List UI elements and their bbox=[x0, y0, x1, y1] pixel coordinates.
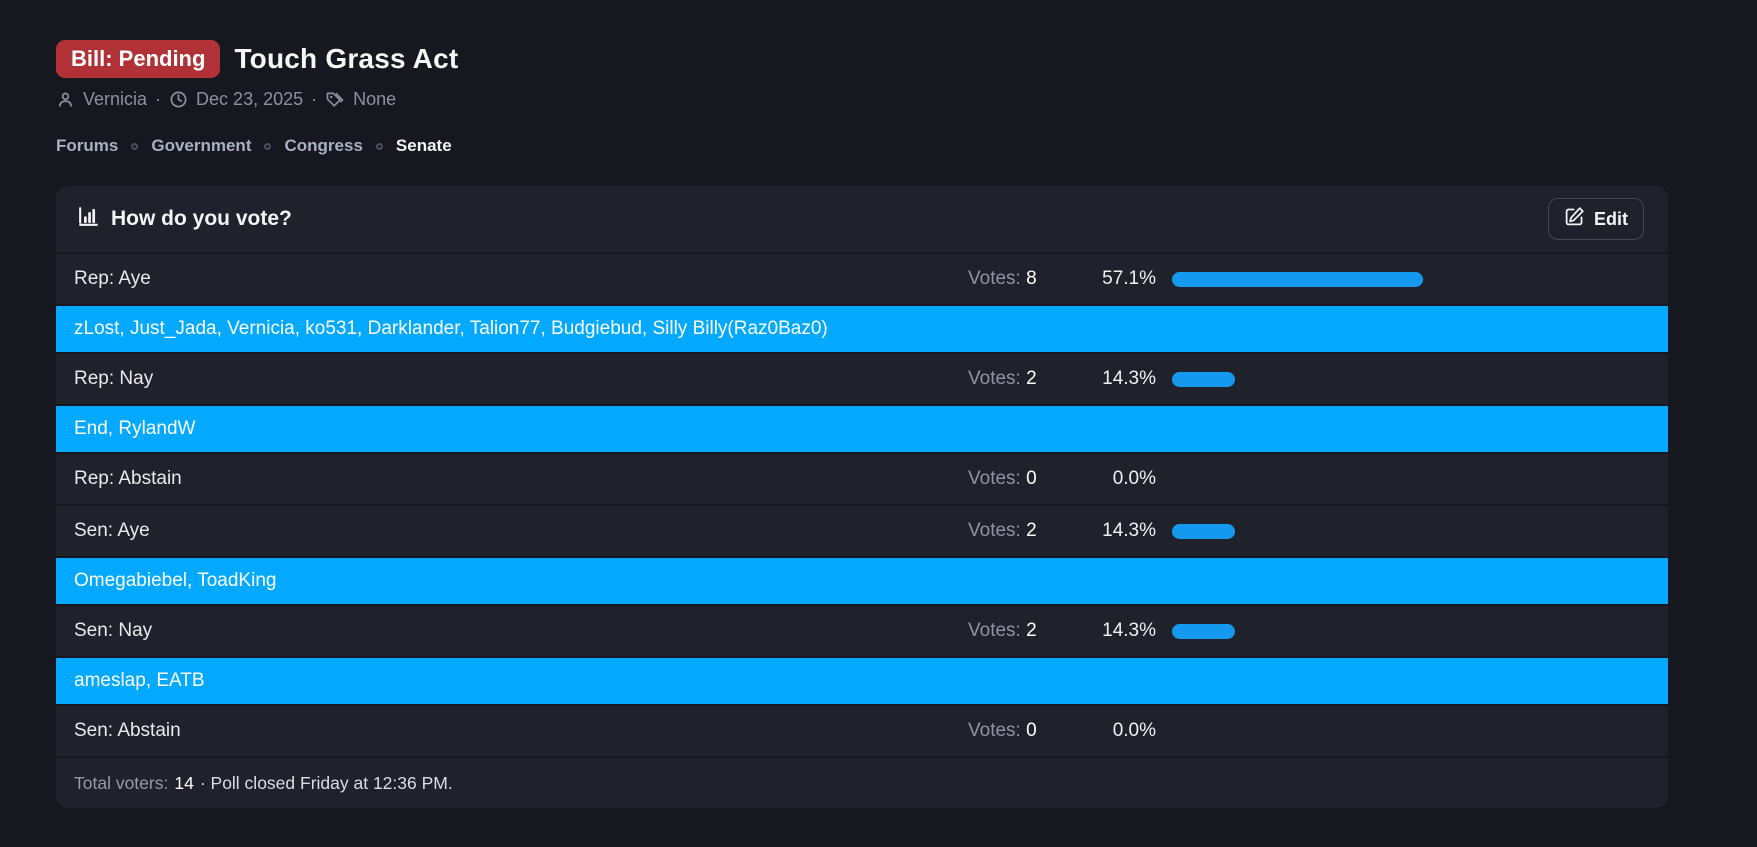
poll-voters-row: Omegabiebel, ToadKing bbox=[56, 558, 1668, 604]
breadcrumb-separator-icon bbox=[131, 142, 139, 150]
meta-separator: · bbox=[155, 89, 162, 109]
forum-topic-page: Bill: Pending Touch Grass Act Vernicia ·… bbox=[56, 40, 1757, 808]
vote-bar-track bbox=[1172, 523, 1618, 539]
edit-poll-button[interactable]: Edit bbox=[1548, 198, 1644, 240]
topic-author[interactable]: Vernicia bbox=[83, 89, 148, 109]
topic-meta: Vernicia · Dec 23, 2025 · None bbox=[56, 89, 1757, 110]
breadcrumb-forums[interactable]: Forums bbox=[56, 136, 119, 155]
breadcrumb: Forums Government Congress Senate bbox=[56, 136, 1757, 156]
vote-bar bbox=[1172, 371, 1235, 387]
vote-bar-track bbox=[1172, 623, 1618, 639]
author-icon bbox=[56, 90, 75, 109]
option-votes: Votes: 8 bbox=[968, 268, 1037, 289]
vote-bar-track bbox=[1172, 371, 1618, 387]
option-label: Rep: Aye bbox=[74, 268, 151, 289]
option-percent: 0.0% bbox=[1112, 720, 1156, 741]
breadcrumb-congress[interactable]: Congress bbox=[284, 136, 363, 155]
option-percent: 14.3% bbox=[1102, 368, 1156, 389]
topic-header: Bill: Pending Touch Grass Act Vernicia ·… bbox=[56, 40, 1757, 156]
poll-footer: Total voters: 14 · Poll closed Friday at… bbox=[56, 758, 1668, 808]
option-label: Sen: Abstain bbox=[74, 720, 181, 741]
option-percent: 14.3% bbox=[1102, 520, 1156, 541]
vote-bar-track bbox=[1172, 724, 1618, 739]
option-label: Rep: Nay bbox=[74, 368, 154, 389]
vote-bar bbox=[1172, 523, 1235, 539]
breadcrumb-separator-icon bbox=[375, 142, 383, 150]
edit-button-label: Edit bbox=[1594, 208, 1628, 229]
total-voters-label: Total voters: bbox=[74, 772, 169, 793]
topic-date: Dec 23, 2025 bbox=[196, 89, 304, 109]
poll-header: How do you vote? Edit bbox=[56, 186, 1668, 252]
voters-list: Omegabiebel, ToadKing bbox=[74, 570, 277, 591]
poll-voters-row: zLost, Just_Jada, Vernicia, ko531, Darkl… bbox=[56, 306, 1668, 352]
voters-list: zLost, Just_Jada, Vernicia, ko531, Darkl… bbox=[74, 318, 828, 339]
poll-option-row: Sen: Nay Votes: 2 14.3% bbox=[56, 606, 1668, 656]
poll-card: How do you vote? Edit Rep: Aye Votes: 8 … bbox=[56, 186, 1668, 808]
tags-icon bbox=[325, 90, 345, 110]
bar-chart-icon bbox=[76, 204, 101, 234]
poll-title: How do you vote? bbox=[111, 207, 292, 230]
clock-icon bbox=[169, 90, 188, 109]
option-votes: Votes: 2 bbox=[968, 368, 1037, 389]
vote-bar bbox=[1172, 623, 1235, 639]
breadcrumb-senate[interactable]: Senate bbox=[395, 136, 452, 155]
vote-bar-track bbox=[1172, 271, 1618, 287]
breadcrumb-separator-icon bbox=[264, 142, 272, 150]
bill-status-badge: Bill: Pending bbox=[56, 40, 221, 78]
poll-option-row: Sen: Abstain Votes: 0 0.0% bbox=[56, 706, 1668, 756]
option-label: Sen: Nay bbox=[74, 620, 153, 641]
poll-option-row: Rep: Aye Votes: 8 57.1% bbox=[56, 254, 1668, 304]
poll-voters-row: End, RylandW bbox=[56, 406, 1668, 452]
poll-voters-row: ameslap, EATB bbox=[56, 658, 1668, 704]
option-label: Rep: Abstain bbox=[74, 468, 182, 489]
voters-list: End, RylandW bbox=[74, 418, 196, 439]
poll-option-row: Sen: Aye Votes: 2 14.3% bbox=[56, 506, 1668, 556]
vote-bar-track bbox=[1172, 472, 1618, 487]
poll-option-row: Rep: Nay Votes: 2 14.3% bbox=[56, 354, 1668, 404]
option-percent: 57.1% bbox=[1102, 268, 1156, 289]
option-percent: 14.3% bbox=[1102, 620, 1156, 641]
poll-closed-text: · Poll closed Friday at 12:36 PM. bbox=[199, 772, 453, 793]
option-votes: Votes: 0 bbox=[968, 720, 1037, 741]
poll-option-row: Rep: Abstain Votes: 0 0.0% bbox=[56, 454, 1668, 504]
option-label: Sen: Aye bbox=[74, 520, 150, 541]
breadcrumb-government[interactable]: Government bbox=[151, 136, 252, 155]
option-votes: Votes: 2 bbox=[968, 620, 1037, 641]
option-percent: 0.0% bbox=[1112, 468, 1156, 489]
voters-list: ameslap, EATB bbox=[74, 670, 205, 691]
vote-bar bbox=[1172, 271, 1424, 287]
option-votes: Votes: 2 bbox=[968, 520, 1037, 541]
meta-separator: · bbox=[311, 89, 318, 109]
edit-pencil-icon bbox=[1564, 206, 1585, 232]
option-votes: Votes: 0 bbox=[968, 468, 1037, 489]
topic-tags: None bbox=[353, 89, 397, 109]
page-title: Touch Grass Act bbox=[234, 43, 459, 74]
total-voters-value: 14 bbox=[174, 772, 194, 793]
